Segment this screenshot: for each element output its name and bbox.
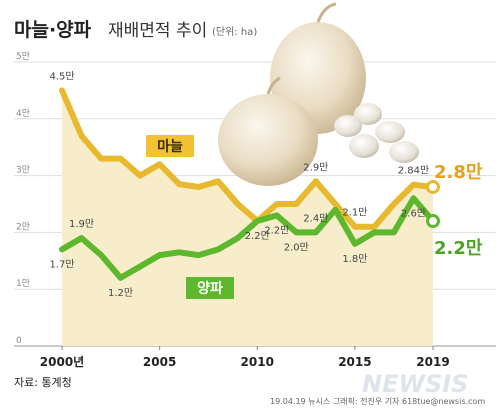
onion-garlic-illustration bbox=[218, 2, 419, 186]
onion-point bbox=[117, 275, 124, 281]
onion-end-label: 2.2만 bbox=[434, 238, 483, 259]
data-label: 2.4만 bbox=[303, 212, 328, 224]
garlic-point bbox=[235, 201, 241, 207]
onion-point bbox=[371, 229, 378, 236]
garlic-point bbox=[176, 181, 182, 187]
garlic-point bbox=[137, 172, 143, 179]
onion-point bbox=[137, 263, 143, 270]
source-text: 자료: 통계청 bbox=[14, 376, 72, 389]
chart-title: 마늘·양파 bbox=[14, 19, 92, 41]
data-label: 2.2만 bbox=[264, 224, 289, 236]
garlic-point bbox=[195, 184, 202, 190]
garlic-end-label: 2.8만 bbox=[434, 162, 483, 183]
x-axis: 2000년 2005 2010 2015 2019 bbox=[40, 346, 450, 369]
data-label: 2.6만 bbox=[401, 207, 426, 219]
onion-point bbox=[410, 195, 417, 202]
garlic-point bbox=[371, 224, 378, 230]
garlic-point bbox=[426, 179, 440, 194]
onion-point bbox=[352, 241, 358, 247]
onion-point bbox=[156, 252, 163, 258]
x-tick-label: 2000년 bbox=[40, 355, 84, 369]
garlic-point bbox=[274, 201, 280, 207]
data-points bbox=[59, 87, 440, 281]
newsis-watermark: NEWSIS bbox=[362, 370, 468, 398]
data-label: 4.5만 bbox=[49, 70, 74, 82]
onion-legend-label: 양파 bbox=[197, 281, 223, 297]
onion-legend: 양파 bbox=[186, 277, 234, 299]
garlic-point bbox=[410, 181, 417, 188]
y-tick-label: 2만 bbox=[16, 221, 30, 232]
x-tick-label: 2019 bbox=[416, 355, 449, 369]
onion-point bbox=[274, 212, 280, 219]
garlic-area bbox=[62, 90, 433, 347]
data-label: 2.1만 bbox=[342, 207, 367, 219]
garlic-point bbox=[98, 155, 104, 162]
data-label: 2.9만 bbox=[303, 161, 328, 173]
garlic-legend-label: 마늘 bbox=[157, 139, 183, 155]
garlic-point bbox=[156, 161, 163, 167]
data-label: 1.2만 bbox=[108, 287, 133, 299]
onion-point bbox=[313, 229, 319, 236]
garlic-point bbox=[332, 201, 339, 207]
data-label: 2.2만 bbox=[245, 230, 270, 242]
onion-point bbox=[215, 246, 221, 253]
onion-point bbox=[391, 229, 397, 236]
y-tick-label: 5만 bbox=[16, 51, 30, 62]
credit-text: 19.04.19 뉴시스 그래픽: 전진우 기자 618tue@newsis.c… bbox=[270, 396, 485, 406]
x-tick-label: 2010 bbox=[241, 355, 274, 369]
onion-point bbox=[98, 252, 104, 258]
data-label: 1.9만 bbox=[69, 218, 94, 230]
garlic-point bbox=[215, 178, 221, 184]
data-label: 1.8만 bbox=[342, 253, 367, 265]
garlic-point bbox=[59, 87, 65, 94]
unit-label: (단위: ha) bbox=[212, 25, 257, 38]
y-tick-label: 3만 bbox=[16, 165, 30, 176]
garlic-point bbox=[391, 201, 397, 207]
y-tick-label: 1만 bbox=[16, 278, 30, 289]
onion-line bbox=[59, 195, 436, 281]
garlic-point bbox=[78, 133, 85, 139]
data-label: 2.0만 bbox=[284, 241, 309, 253]
onion-point bbox=[59, 246, 65, 253]
garlic-point bbox=[293, 201, 300, 207]
data-labels: 4.5만 2.2만 2.9만 2.1만 2.84만 1.7만 1.9만 1.2만 2.2만 2.0… bbox=[49, 70, 429, 298]
chart-subtitle: 재배면적 추이 bbox=[108, 21, 207, 41]
x-tick-label: 2005 bbox=[143, 355, 176, 369]
onion-point bbox=[78, 235, 85, 241]
garlic-point bbox=[313, 178, 319, 184]
y-tick-label: 0 bbox=[16, 336, 22, 346]
garlic-point bbox=[117, 155, 124, 162]
y-axis: 0 1만 2만 3만 4만 5만 bbox=[16, 51, 30, 346]
onion-point bbox=[235, 235, 241, 241]
garlic-legend: 마늘 bbox=[146, 135, 194, 157]
data-label: 1.7만 bbox=[49, 258, 74, 270]
onion-point bbox=[176, 249, 182, 255]
onion-point bbox=[293, 229, 300, 236]
x-tick-label: 2015 bbox=[338, 355, 371, 369]
garlic-point bbox=[352, 224, 358, 230]
data-label: 2.84만 bbox=[398, 165, 429, 177]
onion-point bbox=[332, 206, 339, 213]
garlic-line bbox=[59, 87, 436, 230]
onion-point bbox=[426, 214, 440, 229]
y-tick-label: 4만 bbox=[16, 108, 30, 119]
onion-point bbox=[254, 218, 260, 224]
onion-point bbox=[195, 252, 202, 258]
